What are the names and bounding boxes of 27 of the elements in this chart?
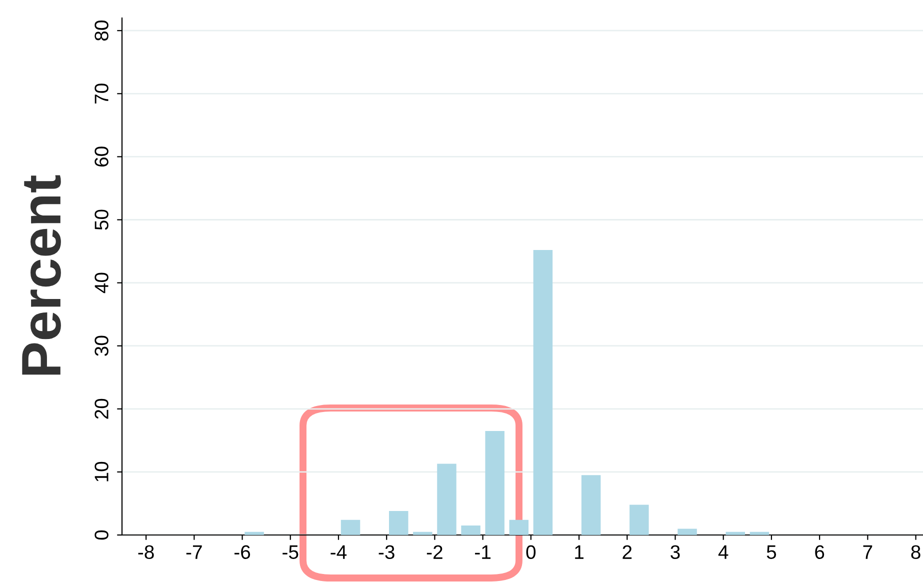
x-tick-label: -4	[330, 545, 347, 559]
x-tick-label: 2	[622, 545, 632, 559]
y-tick-label: 80	[94, 20, 108, 41]
y-tick-label: 70	[94, 84, 108, 104]
y-tick-label: 0	[94, 530, 108, 540]
x-tick-label: 8	[911, 545, 920, 560]
x-tick-label: 4	[718, 545, 728, 559]
x-tick-label: 1	[575, 545, 584, 559]
x-tick-label: -2	[426, 545, 442, 559]
y-tick-label: 30	[94, 336, 108, 356]
x-tick-label: -5	[282, 545, 298, 560]
x-tick-label: 0	[526, 545, 536, 560]
x-tick-label: 7	[863, 545, 872, 559]
y-tick-label: 60	[94, 146, 108, 167]
x-tick-label: 5	[766, 545, 776, 560]
y-tick-label: 10	[94, 462, 108, 482]
y-tick-label: 20	[94, 398, 108, 419]
x-tick-label: -8	[138, 545, 154, 560]
x-tick-label: -6	[234, 545, 250, 560]
x-tick-label: 3	[670, 545, 680, 560]
y-tick-label: 50	[94, 210, 108, 230]
x-tick-label: -1	[475, 545, 491, 559]
y-tick-label: 40	[94, 272, 108, 294]
x-tick-label: -7	[186, 545, 202, 559]
y-axis-title: Percent	[22, 175, 61, 375]
x-tick-label: -3	[378, 545, 394, 560]
x-tick-label: 6	[815, 545, 824, 560]
